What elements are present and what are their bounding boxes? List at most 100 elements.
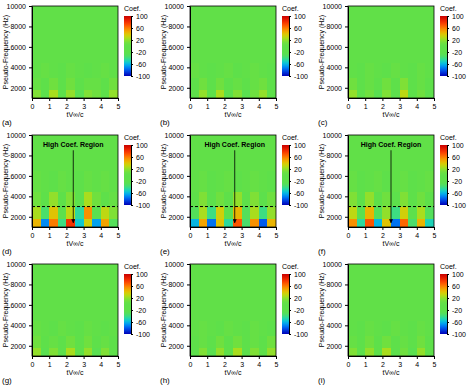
cell: [224, 78, 233, 91]
x-axis-tick: 1: [206, 98, 210, 110]
cell: [216, 264, 225, 280]
x-axis-tick-label: 3: [240, 232, 244, 239]
colorbar-swatch: [124, 33, 131, 34]
x-axis-tick-mark: [66, 227, 67, 230]
colorbar-swatch: [124, 60, 131, 61]
x-axis-tick-label: 2: [381, 232, 385, 239]
colorbar-swatch: [440, 157, 447, 158]
x-axis-tick-mark: [207, 98, 208, 101]
y-axis-tick-label: 10000: [7, 132, 27, 139]
colorbar-tick: -60: [289, 190, 304, 197]
cell: [259, 336, 268, 349]
panel-label: (i): [318, 376, 325, 385]
cell: [75, 150, 84, 171]
colorbar-swatch: [124, 283, 131, 284]
cell: [92, 207, 101, 220]
cell: [207, 300, 216, 321]
x-axis-title: tV∞/c: [224, 369, 242, 376]
colorbar-tick: -100: [289, 331, 308, 338]
y-axis-tick-mark: [345, 305, 348, 306]
x-axis-tick-mark: [259, 98, 260, 101]
cell: [357, 279, 366, 300]
colorbar-swatch: [124, 280, 131, 281]
cell: [199, 6, 208, 22]
cell: [216, 62, 225, 78]
x-axis-tick-mark: [118, 98, 119, 101]
cell: [84, 264, 93, 280]
cell: [66, 78, 75, 91]
y-axis-tick-label: 6000: [168, 173, 184, 180]
colorbar-swatch: [124, 191, 131, 192]
colorbar-swatch: [282, 62, 289, 63]
colorbar-swatch: [440, 149, 447, 150]
cell: [374, 90, 383, 98]
colorbar-tick-mark: [289, 205, 291, 206]
colorbar-swatch: [440, 185, 447, 186]
cell: [224, 62, 233, 78]
cell: [242, 348, 251, 356]
colorbar-tick: -20: [131, 49, 146, 56]
colorbar-swatch: [124, 276, 131, 277]
colorbar-swatch: [282, 300, 289, 301]
colorbar-swatch: [124, 188, 131, 189]
cell: [365, 90, 374, 98]
colorbar-tick-label: 100: [294, 13, 306, 20]
x-axis-tick-label: 0: [31, 232, 35, 239]
y-axis-tick: 10000: [7, 261, 32, 268]
cell: [233, 320, 242, 336]
x-axis-tick: 3: [240, 98, 244, 110]
colorbar-swatch: [282, 303, 289, 304]
x-axis-tick: 1: [48, 356, 52, 368]
y-axis-tick: 8000: [326, 281, 348, 288]
plot-area: [32, 264, 118, 356]
colorbar-swatch: [124, 284, 131, 285]
colorbar-swatch: [282, 314, 289, 315]
cell: [417, 279, 426, 300]
y-axis-tick: 4000: [10, 193, 32, 200]
colorbar-swatch: [282, 46, 289, 47]
colorbar-swatch: [440, 170, 447, 171]
cell: [92, 42, 101, 63]
cell: [374, 320, 383, 336]
y-axis-tick: 10000: [323, 132, 348, 139]
y-axis-line: [190, 7, 191, 99]
cell: [49, 348, 58, 356]
colorbar-swatch: [282, 317, 289, 318]
cell: [408, 90, 417, 98]
cell: [207, 264, 216, 280]
colorbar-swatch: [124, 64, 131, 65]
cell: [250, 348, 259, 356]
colorbar-tick-label: -60: [294, 61, 304, 68]
colorbar-tick-mark: [289, 274, 291, 275]
colorbar-swatch: [124, 332, 131, 333]
cell: [267, 348, 276, 356]
colorbar-swatch: [282, 192, 289, 193]
y-axis: 200040006000800010000: [165, 261, 191, 357]
colorbar-tick-label: 60: [294, 154, 302, 161]
colorbar-axis-line: [447, 17, 448, 77]
colorbar-swatch: [282, 162, 289, 163]
colorbar-swatch: [440, 167, 447, 168]
y-axis-title: Pseudo-Frequency (Hz): [2, 144, 10, 218]
x-axis-tick-mark: [434, 227, 435, 230]
colorbar-swatch: [282, 287, 289, 288]
cell: [101, 207, 110, 220]
cell: [365, 320, 374, 336]
cell: [408, 191, 417, 207]
x-axis-tick-label: 4: [99, 103, 103, 110]
colorbar-tick-mark: [289, 286, 291, 287]
y-axis-tick: 4000: [168, 322, 190, 329]
colorbar-swatch: [440, 307, 447, 308]
x-axis-tick: 4: [257, 227, 261, 239]
y-axis-tick-label: 4000: [326, 193, 342, 200]
cell: [242, 207, 251, 220]
y-axis-tick: 2000: [10, 85, 32, 92]
cell: [84, 78, 93, 91]
colorbar-swatch: [124, 290, 131, 291]
colorbar-swatch: [282, 41, 289, 42]
cell: [357, 62, 366, 78]
colorbar-axis-line: [131, 275, 132, 335]
colorbar-swatch: [440, 148, 447, 149]
x-axis-tick-mark: [400, 227, 401, 230]
y-axis-title: Pseudo-Frequency (Hz): [160, 144, 168, 218]
